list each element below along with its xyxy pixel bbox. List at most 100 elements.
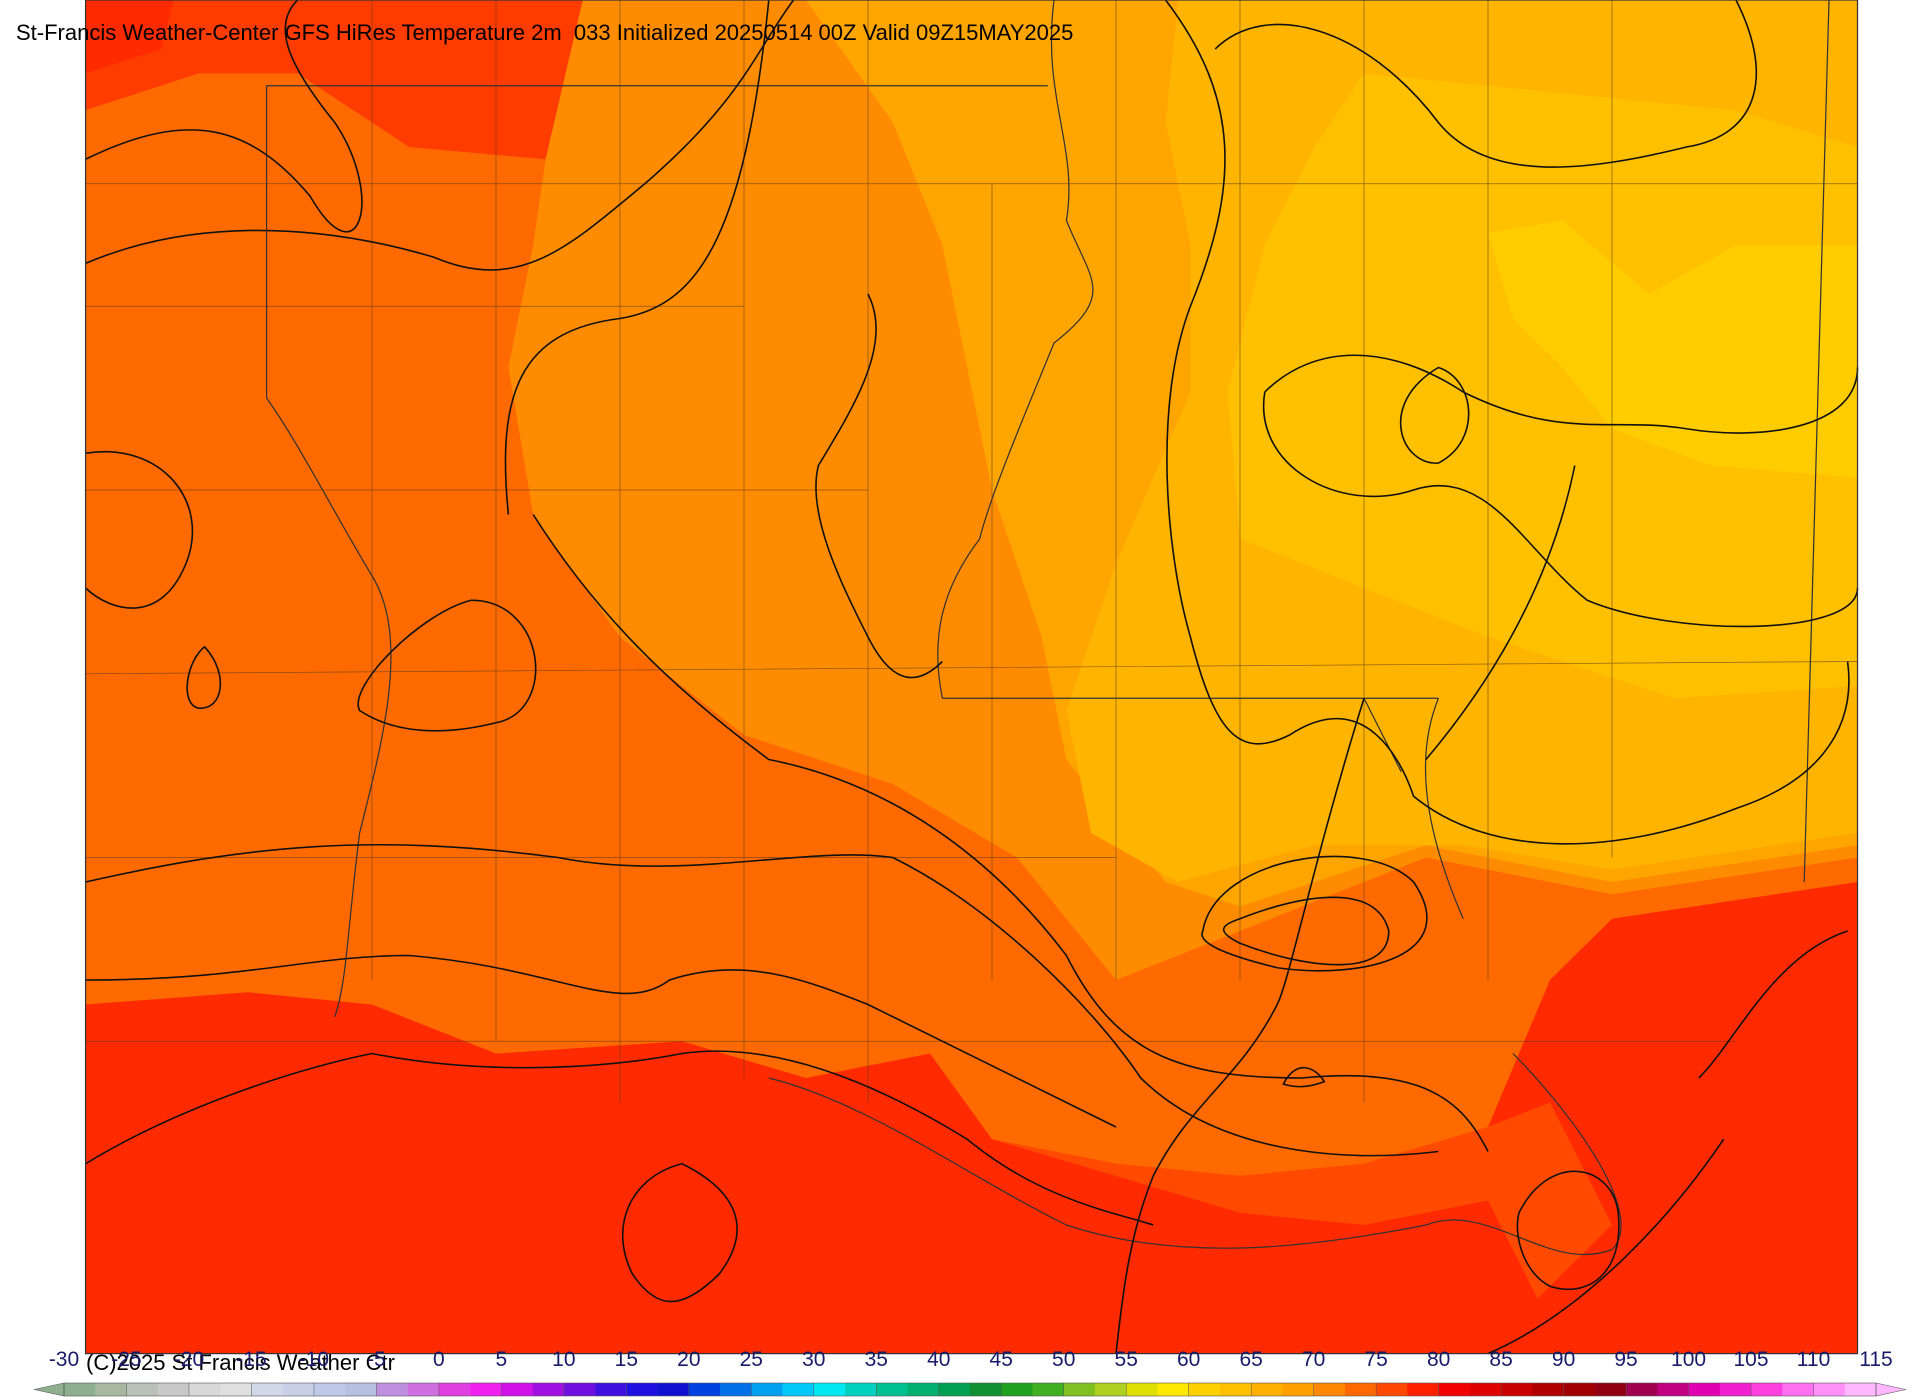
warm-region <box>85 882 1858 1354</box>
colorbar-tick-label: 50 <box>1052 1348 1075 1371</box>
colorbar-swatch <box>126 1383 159 1396</box>
colorbar-tick-label: -10 <box>299 1348 329 1371</box>
colorbar-swatch <box>1469 1383 1502 1396</box>
colorbar-tick-label: 80 <box>1427 1348 1450 1371</box>
contour-line <box>1115 698 1365 1354</box>
copyright: (C)2025 St Francis Weather Ctr <box>86 1350 395 1375</box>
county-border <box>85 0 1858 1103</box>
colorbar-tick-label: 95 <box>1614 1348 1637 1371</box>
colorbar-swatch <box>1813 1383 1846 1396</box>
colorbar-tick-label: 45 <box>990 1348 1013 1371</box>
colorbar-swatch <box>1219 1383 1252 1396</box>
colorbar-swatch <box>1719 1383 1752 1396</box>
colorbar-swatch <box>532 1383 565 1396</box>
colorbar-swatch <box>1032 1383 1065 1396</box>
river <box>937 0 1094 699</box>
colorbar-tick-label: 60 <box>1177 1348 1200 1371</box>
contour-line <box>622 1162 738 1303</box>
colorbar-swatch <box>1563 1383 1596 1396</box>
contour-line <box>85 843 1439 1157</box>
colorbar-swatch <box>938 1383 971 1396</box>
colorbar-tick-label: 75 <box>1364 1348 1387 1371</box>
map <box>84 0 1859 1355</box>
colorbar-arrow-right <box>1875 1382 1907 1397</box>
contour-line <box>85 1050 1154 1226</box>
colorbar-swatch <box>1282 1383 1314 1396</box>
contour-line <box>1264 354 1859 434</box>
colorbar-swatch <box>1063 1383 1096 1396</box>
colorbar-tick-label: 20 <box>677 1348 700 1371</box>
colorbar-swatch <box>563 1383 596 1396</box>
colorbar-tick-label: -5 <box>367 1348 386 1371</box>
colorbar-tick-label: 0 <box>433 1348 445 1371</box>
colorbar-swatch <box>626 1383 658 1396</box>
contour-line <box>1222 896 1390 966</box>
colorbar-swatch <box>188 1383 221 1396</box>
colorbar-swatch <box>720 1383 752 1396</box>
colorbar-swatch <box>876 1383 908 1396</box>
colorbar-tick-label: 105 <box>1734 1348 1769 1371</box>
map-frame <box>84 0 1859 1355</box>
warm-region <box>992 1102 1612 1299</box>
contour-line <box>186 645 222 709</box>
colorbar-swatch <box>657 1383 690 1396</box>
colorbar-tick-label: 35 <box>865 1348 888 1371</box>
colorbar-swatch <box>1501 1383 1533 1396</box>
state-border <box>266 397 392 1017</box>
colorbar-swatch <box>64 1383 96 1396</box>
contour-line <box>1487 930 1848 1355</box>
contour-line <box>815 293 943 679</box>
colorbar-tick-label: 110 <box>1797 1348 1830 1371</box>
colorbar-swatch <box>1688 1383 1721 1396</box>
contour-line <box>1164 0 1850 845</box>
colorbar-swatch <box>376 1383 408 1396</box>
contour-line <box>357 599 537 732</box>
colorbar-swatch <box>1188 1383 1221 1396</box>
contour-line <box>1214 0 1758 168</box>
contour-line <box>1262 391 1859 628</box>
colorbar-swatch <box>1407 1383 1439 1396</box>
state-border <box>265 0 1830 883</box>
contour-line <box>532 514 1489 1152</box>
colorbar-tick-label: 5 <box>496 1348 508 1371</box>
colorbar-swatch <box>1626 1383 1658 1396</box>
colorbar-tick-label: 65 <box>1239 1348 1262 1371</box>
colorbar-swatch <box>1782 1383 1814 1396</box>
colorbar-swatch <box>1376 1383 1408 1396</box>
colorbar-tick-label: 85 <box>1489 1348 1512 1371</box>
colorbar-swatch <box>157 1383 190 1396</box>
contour-line <box>504 0 770 515</box>
contour-line <box>1282 1066 1326 1088</box>
colorbar-swatch <box>501 1383 533 1396</box>
colorbar-swatch <box>345 1383 377 1396</box>
contour-line <box>85 450 194 609</box>
colorbar-swatch <box>438 1383 471 1396</box>
colorbar-swatch <box>95 1383 127 1396</box>
colorbar-swatch <box>845 1383 877 1396</box>
colorbar-swatch <box>251 1383 283 1396</box>
contour-line <box>1516 1170 1620 1291</box>
contour-line <box>1425 465 1576 761</box>
colorbar-swatch <box>1594 1383 1627 1396</box>
colorbar-tick-label: 25 <box>740 1348 763 1371</box>
colorbar-tick-label: -15 <box>236 1348 266 1371</box>
colorbar-tick-label: 70 <box>1302 1348 1325 1371</box>
contour-line <box>1201 855 1428 972</box>
colorbar-swatch <box>751 1383 783 1396</box>
colorbar-swatch <box>1126 1383 1158 1396</box>
colorbar-swatch <box>282 1383 315 1396</box>
colorbar-swatch <box>1657 1383 1689 1396</box>
colorbar-tick-label: 40 <box>927 1348 950 1371</box>
colorbar-swatch <box>688 1383 721 1396</box>
colorbar-tick-label: 115 <box>1859 1348 1892 1371</box>
warm-region <box>85 0 583 160</box>
colorbar-tick-label: 30 <box>802 1348 825 1371</box>
colorbar-tick-label: 15 <box>615 1348 638 1371</box>
colorbar-swatch <box>470 1383 502 1396</box>
colorbar-swatch <box>1157 1383 1189 1396</box>
cool-region <box>1227 73 1858 699</box>
colorbar-swatch <box>782 1383 815 1396</box>
colorbar-tick-label: 100 <box>1671 1348 1706 1371</box>
colorbar-swatch <box>1532 1383 1564 1396</box>
